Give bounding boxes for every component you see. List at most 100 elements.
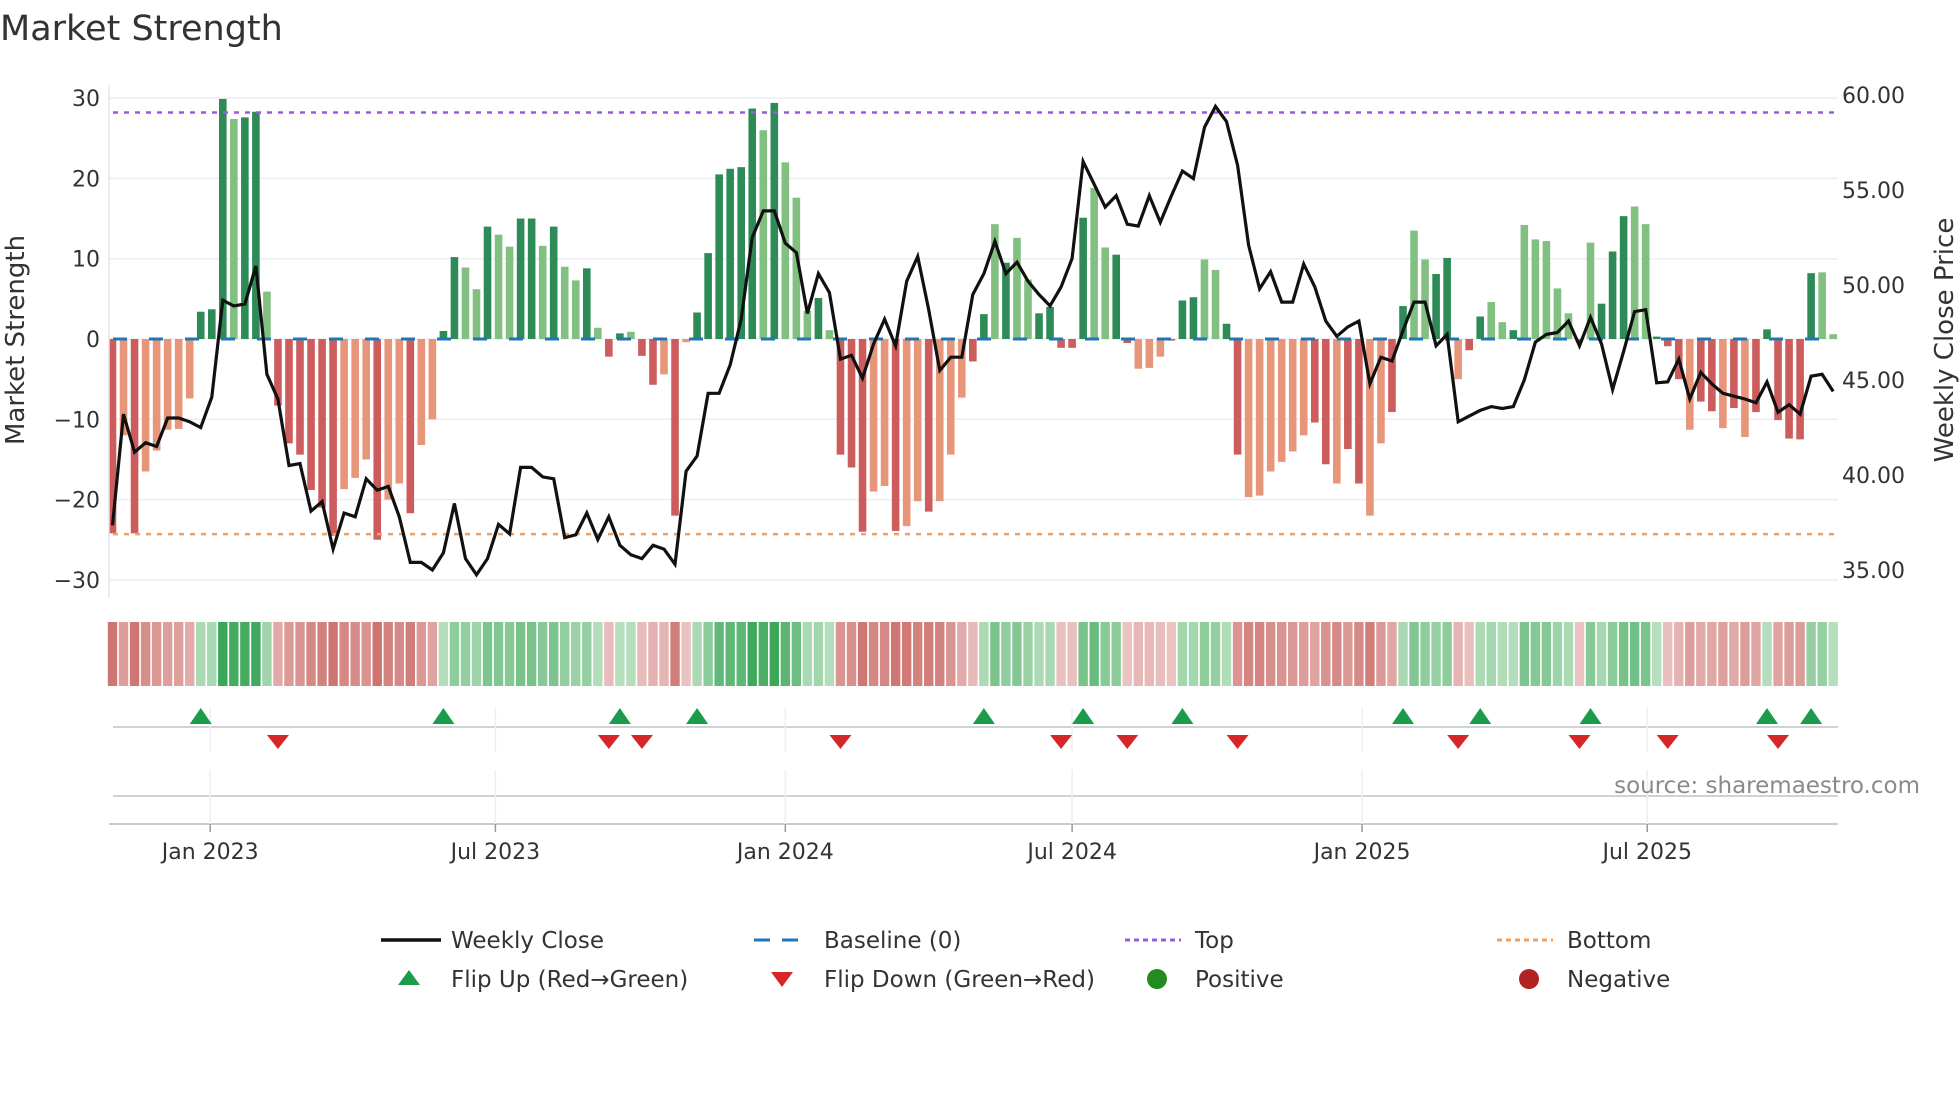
- ribbon-cell: [1674, 622, 1684, 686]
- strength-bar: [1685, 339, 1694, 430]
- strength-ribbon: [107, 622, 1838, 686]
- strength-bar: [1454, 339, 1462, 380]
- ribbon-cell: [339, 622, 349, 686]
- flip-down-marker: [597, 735, 620, 749]
- strength-bar: [494, 234, 503, 339]
- ribbon-cell: [1453, 622, 1463, 686]
- strength-bar: [1388, 339, 1396, 413]
- strength-bar: [649, 339, 657, 385]
- ribbon-cell: [118, 622, 129, 686]
- ribbon-cell: [824, 622, 835, 686]
- ribbon-cell: [979, 622, 989, 686]
- legend-label: Flip Down (Green→Red): [824, 967, 1095, 993]
- flip-down-marker: [1116, 735, 1139, 749]
- ribbon-cell: [162, 622, 173, 686]
- strength-bar: [1487, 302, 1496, 339]
- strength-bar: [549, 226, 558, 339]
- flip-up-marker: [189, 708, 212, 724]
- ribbon-cell: [185, 622, 195, 686]
- strength-bar: [638, 339, 646, 356]
- ribbon-cell: [1012, 622, 1022, 686]
- ribbon-cell: [1431, 622, 1441, 686]
- legend-positive-icon: [1147, 969, 1167, 989]
- strength-bars: [108, 98, 1837, 540]
- strength-bar: [1244, 339, 1253, 498]
- strength-bar: [108, 339, 117, 534]
- ribbon-cell: [1685, 622, 1695, 686]
- ribbon-cell: [317, 622, 327, 686]
- strength-bar: [1079, 217, 1087, 339]
- strength-bar: [1211, 269, 1220, 339]
- strength-bar: [1443, 257, 1451, 339]
- strength-bar: [263, 291, 271, 339]
- ribbon-cell: [1166, 622, 1177, 686]
- flip-down-marker: [630, 735, 653, 749]
- strength-bar: [351, 339, 359, 478]
- ribbon-cell: [681, 622, 691, 686]
- strength-bar: [935, 339, 944, 502]
- strength-bar: [1410, 230, 1418, 339]
- strength-bar: [1101, 247, 1109, 339]
- strength-bar: [682, 339, 690, 343]
- flip-up-marker: [686, 708, 709, 724]
- ribbon-cell: [438, 622, 449, 686]
- ribbon-cell: [1707, 622, 1717, 686]
- ribbon-cell: [1343, 622, 1353, 686]
- strength-bar: [417, 339, 426, 445]
- strength-bar: [671, 339, 679, 516]
- strength-bar: [1068, 339, 1076, 348]
- strength-bar: [891, 339, 900, 531]
- strength-bar: [384, 339, 393, 500]
- strength-bar: [439, 330, 448, 339]
- y-tick-label: 20: [72, 167, 100, 192]
- ribbon-cell: [791, 622, 802, 686]
- strength-bar: [1046, 306, 1054, 339]
- y-tick-label: −20: [54, 489, 100, 514]
- ribbon-cell: [857, 622, 868, 686]
- ribbon-cell: [240, 622, 250, 686]
- strength-bar: [185, 339, 194, 399]
- strength-bar: [1807, 273, 1815, 339]
- strength-bar: [461, 267, 470, 339]
- ribbon-cell: [1321, 622, 1331, 686]
- ribbon-cell: [1288, 622, 1298, 686]
- strength-bar: [869, 339, 878, 492]
- strength-bar: [1630, 206, 1639, 339]
- legend-negative-icon: [1519, 969, 1539, 989]
- ribbon-cell: [659, 622, 669, 686]
- strength-bar: [902, 339, 911, 527]
- strength-bar: [1013, 237, 1021, 339]
- ribbon-cell: [1541, 622, 1552, 686]
- ribbon-cell: [1221, 622, 1232, 686]
- strength-bar: [1123, 339, 1132, 344]
- flip-down-marker: [1767, 735, 1790, 749]
- y-tick-label: 10: [72, 248, 100, 273]
- strength-bar: [1002, 262, 1010, 339]
- ribbon-cell: [714, 622, 724, 686]
- strength-bar: [880, 339, 889, 486]
- strength-bar: [527, 218, 536, 339]
- strength-bar: [1035, 313, 1043, 339]
- ribbon-cell: [1663, 622, 1673, 686]
- ribbon-cell: [1034, 622, 1044, 686]
- strength-bar: [748, 108, 757, 339]
- strength-bar: [1763, 329, 1771, 339]
- ribbon-cell: [846, 622, 857, 686]
- ribbon-cell: [350, 622, 360, 686]
- ribbon-cell: [868, 622, 879, 686]
- ribbon-cell: [1795, 622, 1805, 686]
- ribbon-cell: [1100, 622, 1110, 686]
- ribbon-cell: [1144, 622, 1155, 686]
- ribbon-cell: [1232, 622, 1243, 686]
- strength-bar: [726, 168, 734, 339]
- strength-bar: [1498, 322, 1507, 339]
- ribbon-cell: [1067, 622, 1077, 686]
- strength-bar: [307, 339, 315, 490]
- y2-tick-label: 60.00: [1842, 84, 1905, 109]
- ribbon-cell: [1486, 622, 1496, 686]
- strength-bar: [1708, 339, 1716, 412]
- axes: 30 20 10 0 −10 −20 −30 60.00 55.00 50.00 45.00 40.0…: [1, 84, 1960, 598]
- ribbon-cell: [957, 622, 967, 686]
- flip-up-marker: [1392, 708, 1415, 724]
- strength-bar: [1145, 339, 1154, 368]
